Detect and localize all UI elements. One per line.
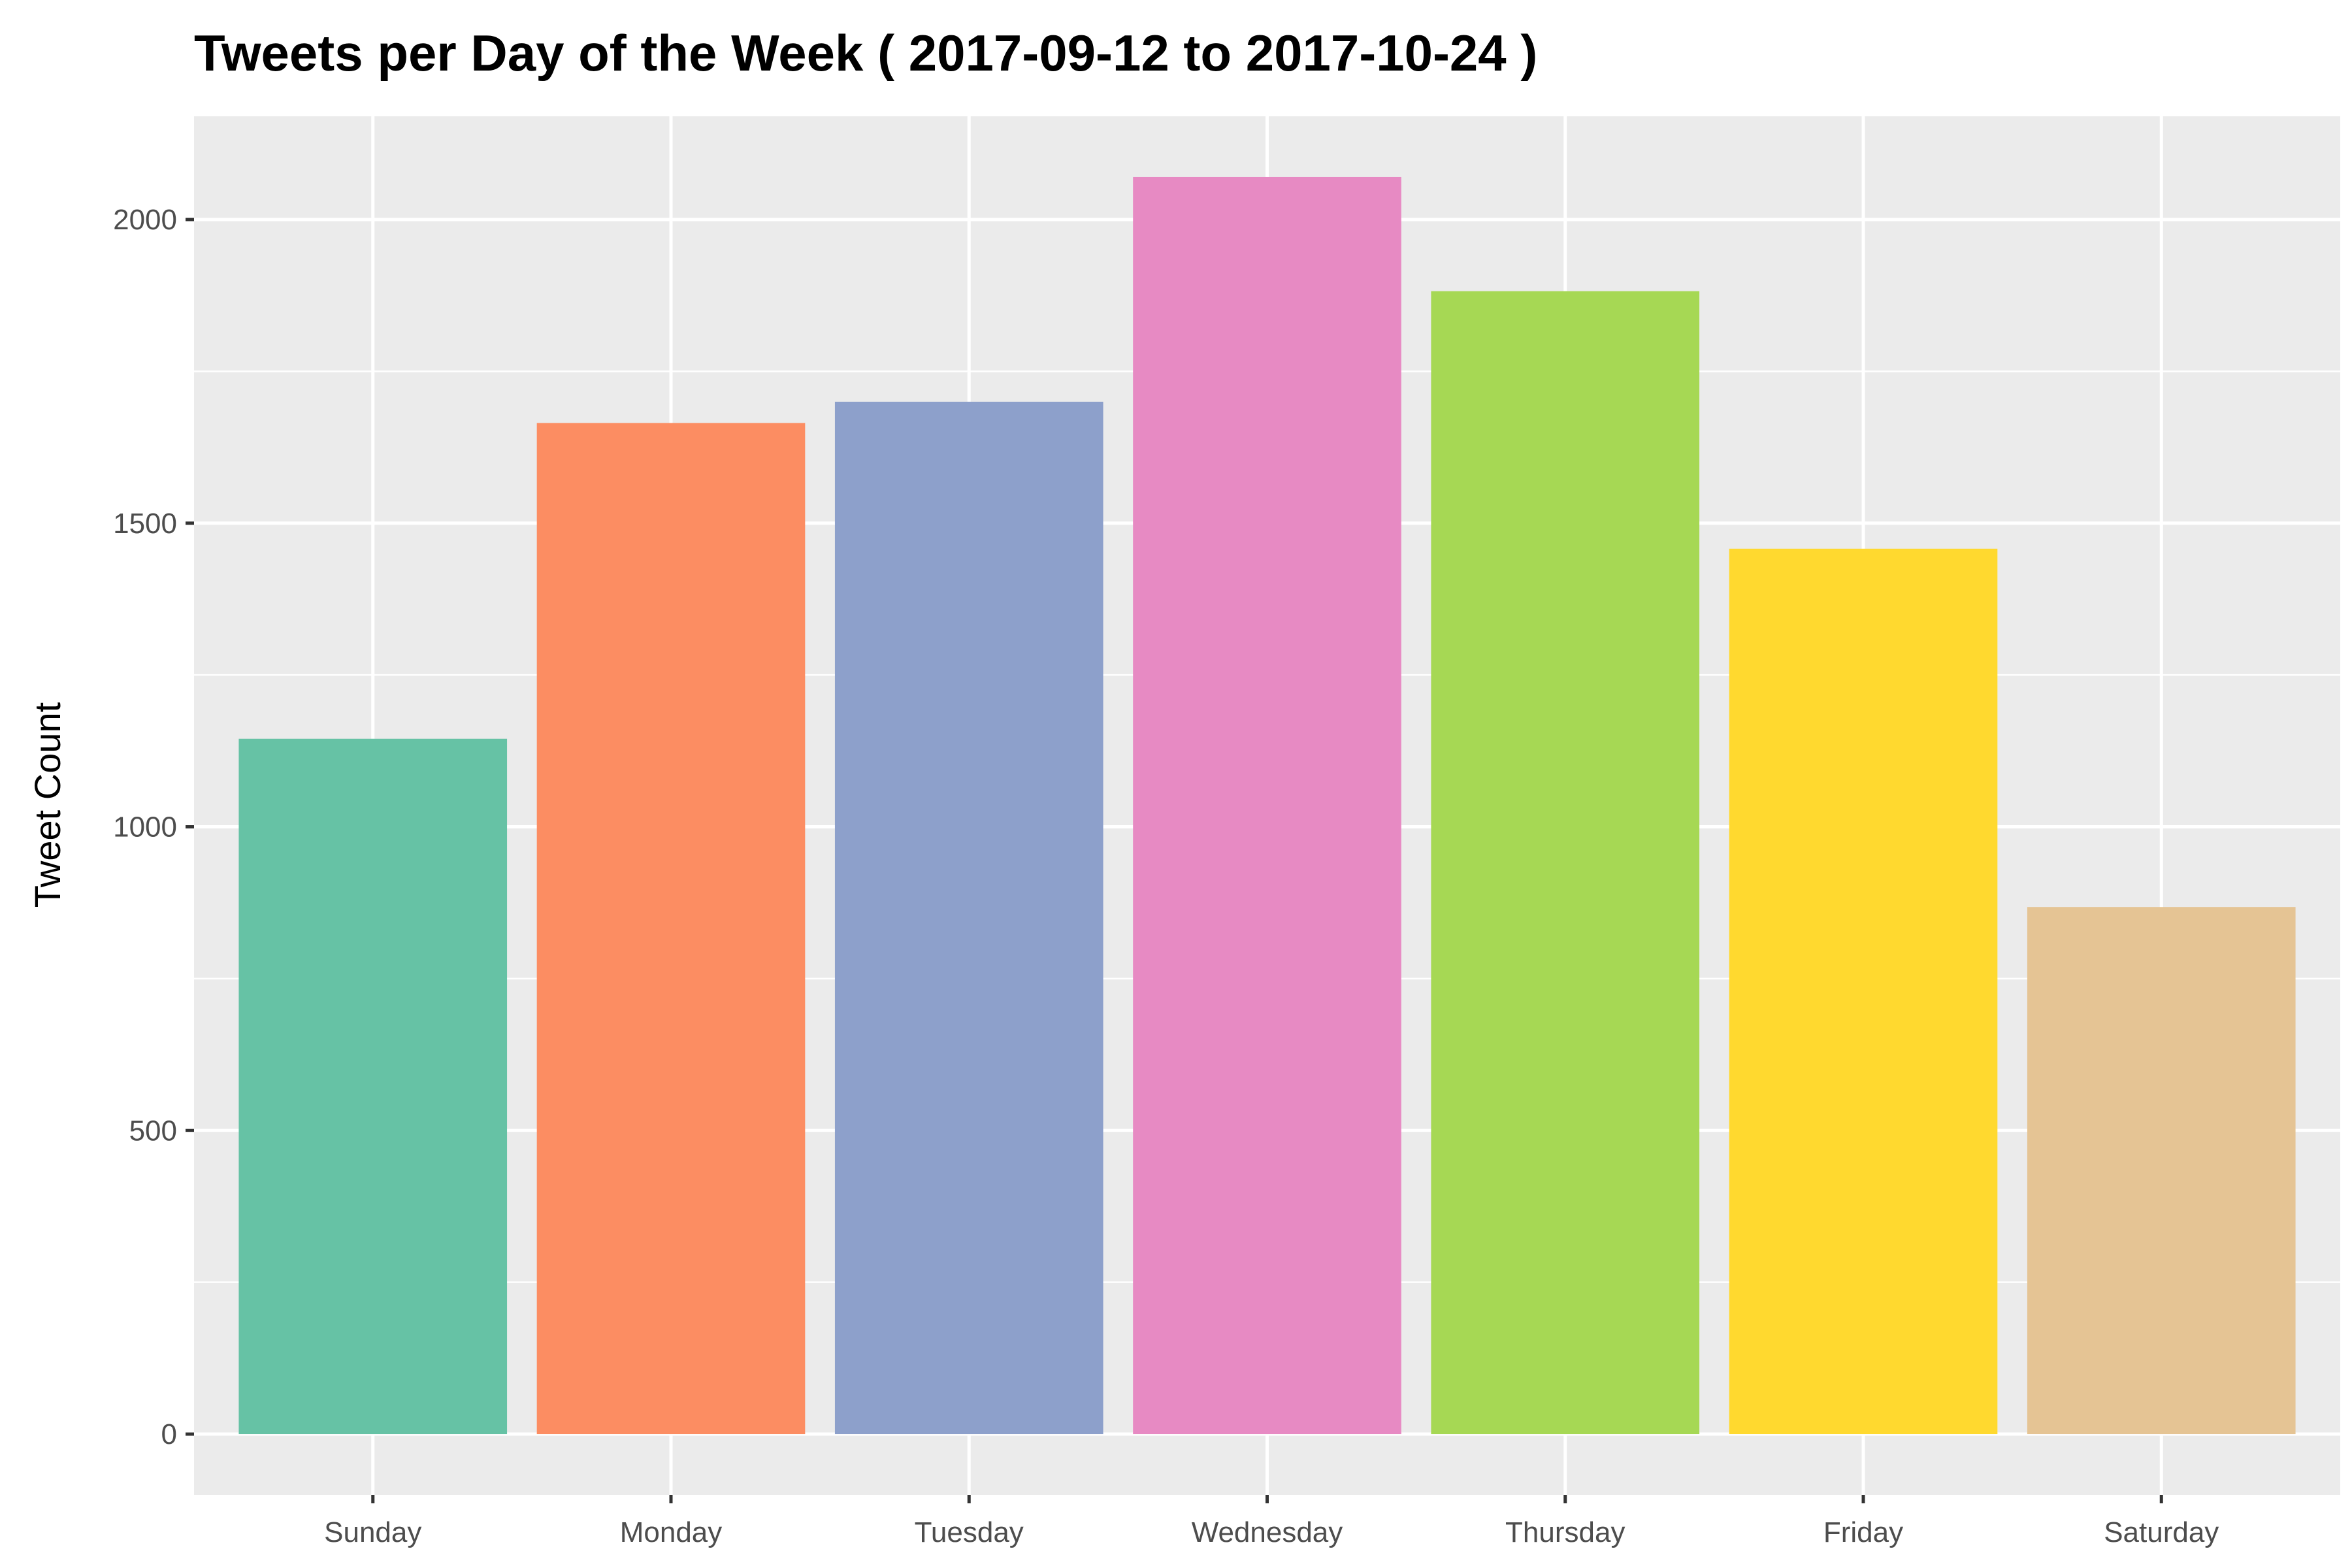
- x-tick-label: Sunday: [324, 1516, 421, 1548]
- chart-title: Tweets per Day of the Week ( 2017-09-12 …: [194, 24, 1537, 82]
- x-tick-label: Saturday: [2104, 1516, 2219, 1548]
- x-axis: Sunday Monday Tuesday Wednesday Thursday Frid…: [324, 1495, 2219, 1548]
- y-axis: 0 500 1000 1500 2000: [113, 204, 194, 1450]
- x-tick-label: Monday: [620, 1516, 723, 1548]
- y-tick-label: 2000: [113, 204, 177, 236]
- x-tick-label: Tuesday: [915, 1516, 1024, 1548]
- bar-sunday: [238, 738, 508, 1435]
- y-tick-label: 500: [129, 1115, 177, 1147]
- y-tick-label: 0: [161, 1418, 177, 1450]
- x-tick-label: Wednesday: [1192, 1516, 1343, 1548]
- bar-thursday: [1431, 291, 1700, 1435]
- bar-friday: [1729, 548, 1998, 1435]
- y-axis-label: Tweet Count: [27, 702, 68, 907]
- bar-monday: [536, 423, 806, 1435]
- bar-tuesday: [834, 401, 1103, 1435]
- y-tick-label: 1000: [113, 811, 177, 843]
- y-tick-label: 1500: [113, 508, 177, 540]
- x-tick-label: Thursday: [1505, 1516, 1625, 1548]
- bar-wednesday: [1133, 176, 1401, 1435]
- bar-saturday: [2027, 907, 2296, 1435]
- x-tick-label: Friday: [1823, 1516, 1903, 1548]
- bars: [238, 176, 2296, 1435]
